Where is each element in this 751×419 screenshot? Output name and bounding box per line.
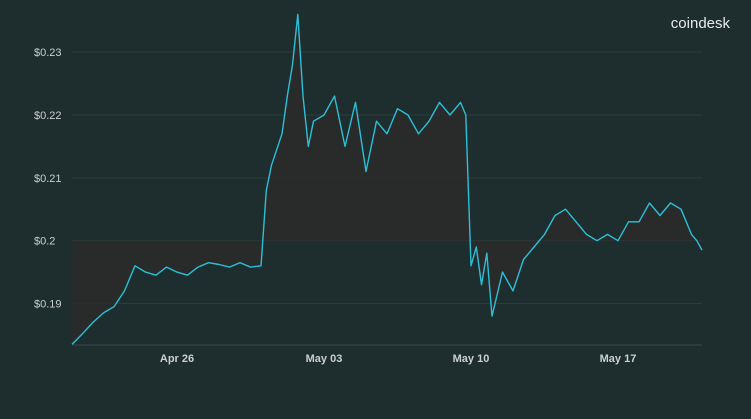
y-tick-label: $0.23 — [34, 47, 62, 59]
price-area-fill — [72, 14, 702, 345]
x-tick-label: May 03 — [306, 353, 343, 365]
y-tick-label: $0.21 — [34, 173, 62, 185]
x-axis-labels: Apr 26 May 03 May 10 May 17 — [160, 353, 636, 365]
x-tick-label: May 10 — [453, 353, 490, 365]
y-tick-label: $0.19 — [34, 299, 62, 311]
x-tick-label: May 17 — [600, 353, 637, 365]
x-tick-label: Apr 26 — [160, 353, 194, 365]
y-tick-label: $0.22 — [34, 110, 62, 122]
coindesk-logo: coindesk — [671, 15, 731, 32]
y-tick-label: $0.2 — [34, 236, 55, 248]
y-axis-labels: $0.19 $0.2 $0.21 $0.22 $0.23 — [34, 47, 62, 310]
price-line — [71, 13, 703, 345]
